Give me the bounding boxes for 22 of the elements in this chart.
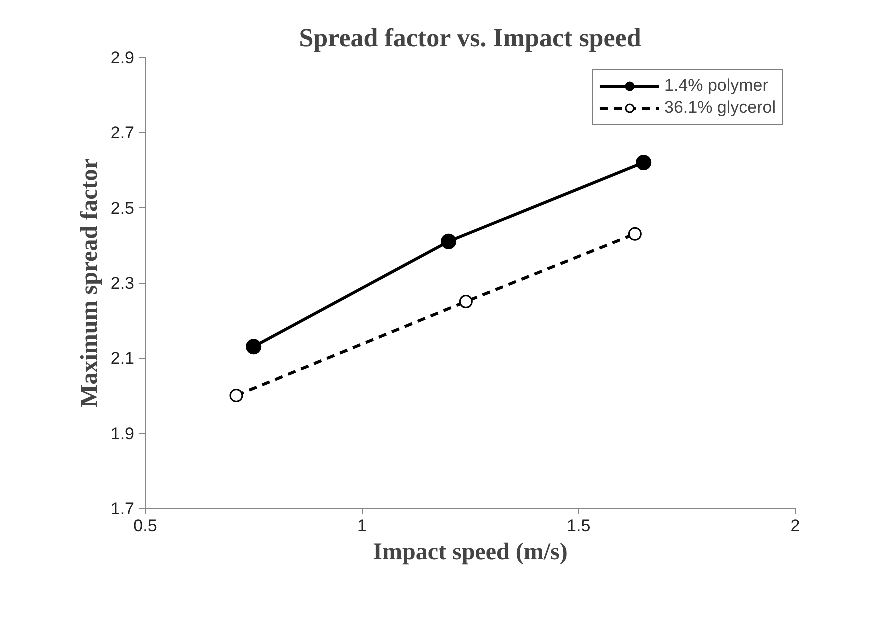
y-axis-title: Maximum spread factor — [76, 158, 103, 408]
y-tick-label: 2.7 — [110, 124, 135, 143]
x-axis-title: Impact speed (m/s) — [373, 540, 568, 566]
y-tick-label: 1.9 — [110, 424, 135, 444]
point — [230, 389, 244, 402]
point — [441, 234, 457, 250]
point — [636, 154, 652, 170]
point — [628, 227, 642, 241]
legend-label: 36.1% glycerol — [664, 98, 776, 118]
point — [459, 295, 473, 309]
x-tick-label: 1 — [357, 516, 367, 536]
y-tick-label: 1.7 — [110, 500, 135, 518]
x-tick-label: 0.5 — [134, 516, 158, 536]
x-tick-label: 1.5 — [567, 516, 591, 536]
x-tick-label: 2 — [790, 516, 800, 536]
chart-title: Spread factor vs. Impact speed — [299, 24, 642, 52]
legend-label: 1.4% polymer — [664, 76, 768, 96]
y-tick-label: 2.1 — [110, 349, 135, 368]
y-tick-label: 2.5 — [110, 198, 135, 218]
point — [246, 339, 262, 355]
y-tick-label: 2.3 — [110, 274, 135, 293]
y-tick-label: 2.9 — [110, 48, 135, 68]
